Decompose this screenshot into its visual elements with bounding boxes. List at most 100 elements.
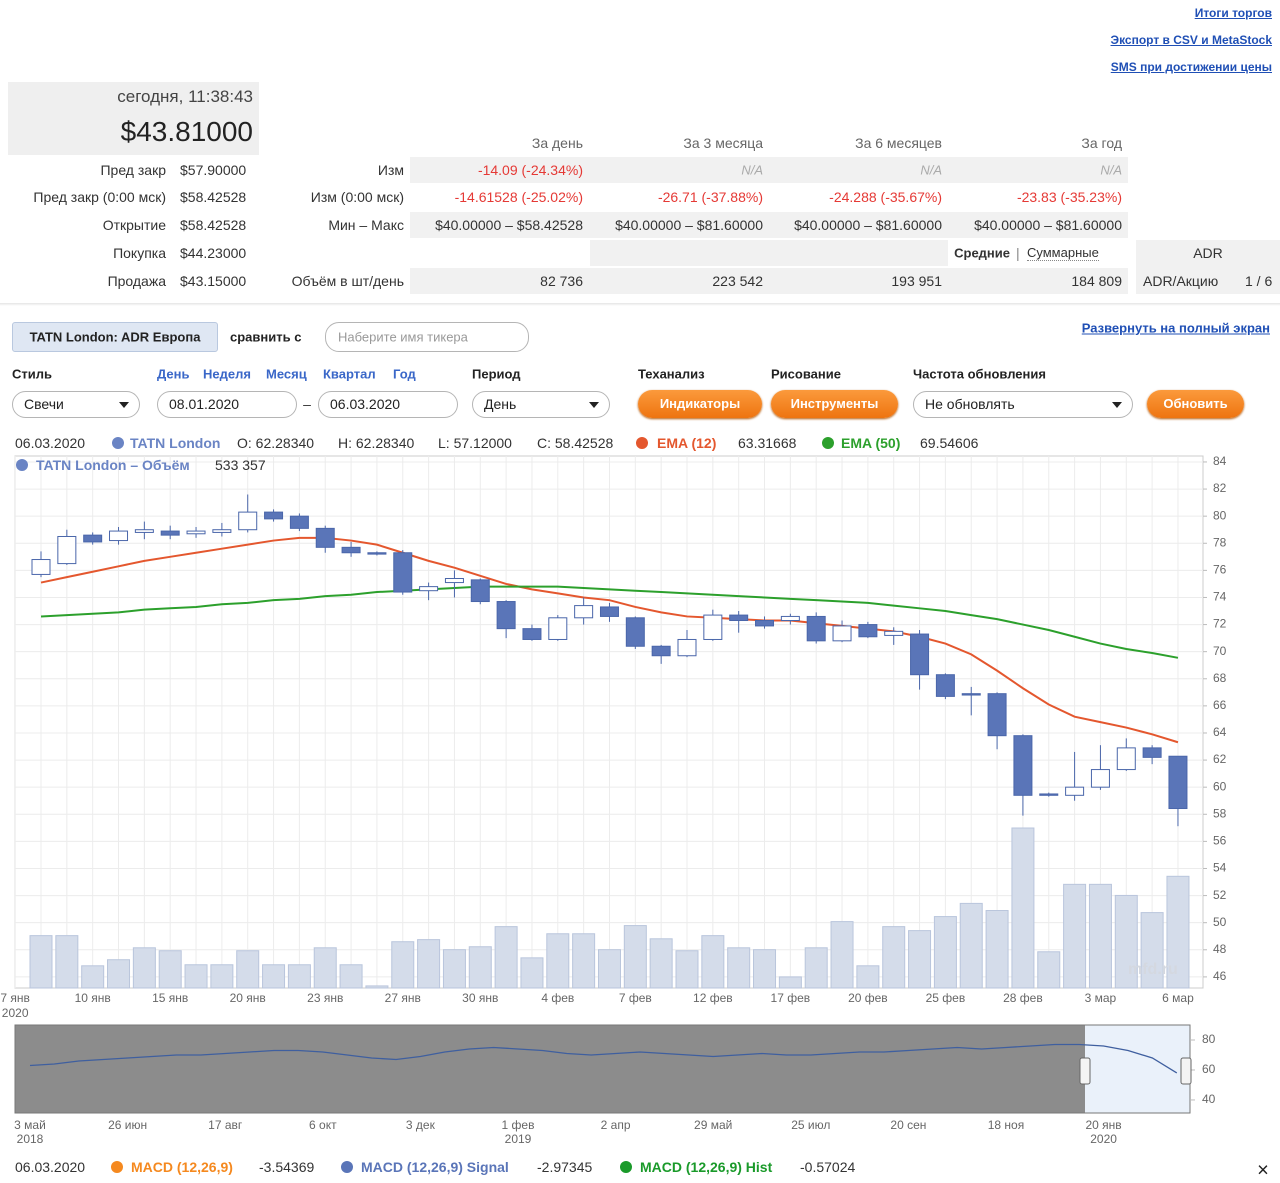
volume-bar bbox=[494, 926, 518, 989]
draw-label: Рисование bbox=[771, 366, 841, 382]
date-from[interactable] bbox=[157, 391, 297, 418]
candle-body bbox=[1039, 793, 1059, 796]
legend-date: 06.03.2020 bbox=[15, 435, 86, 451]
candle-body bbox=[444, 577, 464, 584]
legend-line-name: EMA (50) bbox=[841, 435, 901, 451]
price-value: $43.15000 bbox=[180, 273, 247, 289]
stats-cell: -23.83 (-35.23%) bbox=[1016, 189, 1122, 205]
candle-body bbox=[109, 530, 129, 542]
legend-line-name: EMA (12) bbox=[657, 435, 717, 451]
y-tick-label: 74 bbox=[1213, 590, 1227, 604]
candle-body bbox=[987, 693, 1007, 737]
legend-line-value: 69.54606 bbox=[920, 435, 979, 451]
volume-bar bbox=[1114, 894, 1138, 989]
volume-bar bbox=[55, 935, 79, 989]
macd-dot bbox=[620, 1161, 632, 1173]
y-tick-label: 40 bbox=[1202, 1092, 1216, 1106]
mode-averages[interactable]: Средние bbox=[954, 245, 1010, 261]
range-link[interactable]: Неделя bbox=[203, 366, 251, 382]
y-tick-label: 84 bbox=[1213, 454, 1227, 468]
candle-body bbox=[496, 601, 516, 630]
volume-bar bbox=[262, 964, 286, 989]
legend-ohlc: O: 62.28340 bbox=[237, 435, 315, 451]
refresh-select[interactable] bbox=[913, 391, 1133, 418]
x-tick-label: 3 мар bbox=[1085, 991, 1117, 1005]
top-link[interactable]: Экспорт в CSV и MetaStock bbox=[1110, 33, 1272, 47]
date-to[interactable] bbox=[318, 391, 458, 418]
candle-body bbox=[1090, 769, 1110, 788]
price-label: Пред закр bbox=[100, 162, 166, 178]
stats-cell: $40.00000 – $81.60000 bbox=[974, 217, 1122, 233]
volume-bar bbox=[365, 985, 389, 989]
range-link[interactable]: Квартал bbox=[323, 366, 376, 382]
volume-bar bbox=[107, 959, 131, 989]
range-link[interactable]: Месяц bbox=[266, 366, 307, 382]
compare-label: сравнить с bbox=[230, 329, 302, 345]
stats-label: Мин – Макс bbox=[328, 217, 404, 233]
ticker-box bbox=[12, 322, 218, 352]
price-value: $58.42528 bbox=[180, 189, 247, 205]
volume-bar bbox=[830, 921, 854, 989]
range-link[interactable]: Год bbox=[393, 366, 416, 382]
volume-bar bbox=[417, 939, 441, 989]
navigator-handle bbox=[1180, 1057, 1192, 1085]
macd-close[interactable]: × bbox=[1257, 1159, 1269, 1182]
fullscreen-link[interactable]: Развернуть на полный экран bbox=[1081, 320, 1270, 336]
stats-header: За год bbox=[1081, 135, 1122, 151]
style-select[interactable] bbox=[12, 391, 140, 418]
x-tick-year: 2019 bbox=[505, 1132, 532, 1146]
top-link[interactable]: Итоги торгов bbox=[1194, 6, 1272, 20]
macd-value: -2.97345 bbox=[537, 1159, 593, 1175]
navigator-bg bbox=[15, 1025, 1085, 1113]
compare-placeholder: Наберите имя тикера bbox=[338, 329, 468, 345]
volume-bar bbox=[778, 976, 802, 989]
x-tick-label: 15 янв bbox=[152, 991, 188, 1005]
volume-bar bbox=[81, 965, 105, 989]
x-tick-label: 4 фев bbox=[541, 991, 574, 1005]
x-tick-label: 17 фев bbox=[771, 991, 811, 1005]
candle-body bbox=[186, 530, 206, 535]
macd-value: -3.54369 bbox=[259, 1159, 315, 1175]
stats-cell: $40.00000 – $81.60000 bbox=[794, 217, 942, 233]
x-tick-label: 20 янв bbox=[1086, 1118, 1122, 1132]
x-tick-label: 29 май bbox=[694, 1118, 732, 1132]
date-from-text: 08.01.2020 bbox=[169, 396, 240, 412]
stats-cell: N/A bbox=[741, 162, 763, 178]
stats-cell: N/A bbox=[920, 162, 942, 178]
mode-separator: | bbox=[1016, 245, 1020, 261]
ticker-label: TATN London: ADR Европа bbox=[29, 329, 201, 345]
candle-body bbox=[419, 586, 439, 592]
period-select[interactable] bbox=[472, 391, 610, 418]
volume-bar bbox=[804, 947, 828, 989]
candle-body bbox=[832, 625, 852, 642]
stats-cell: -24.288 (-35.67%) bbox=[829, 189, 942, 205]
y-tick-label: 82 bbox=[1213, 481, 1227, 495]
y-tick-label: 60 bbox=[1202, 1062, 1216, 1076]
tools-button[interactable]: Инструменты bbox=[771, 390, 898, 418]
volume-bar bbox=[158, 950, 182, 989]
y-tick-label: 80 bbox=[1202, 1032, 1216, 1046]
row-bg bbox=[410, 212, 1128, 238]
y-tick-label: 56 bbox=[1213, 834, 1227, 848]
price-label: Открытие bbox=[102, 217, 166, 233]
top-link[interactable]: SMS при достижении цены bbox=[1110, 60, 1272, 74]
candle-body bbox=[160, 530, 180, 536]
compare-input[interactable] bbox=[325, 322, 529, 352]
y-tick-label: 72 bbox=[1213, 617, 1227, 631]
refresh-label: Частота обновления bbox=[913, 366, 1046, 382]
y-tick-label: 70 bbox=[1213, 644, 1227, 658]
x-tick-label: 17 авг bbox=[208, 1118, 243, 1132]
quote-time: сегодня, 11:38:43 bbox=[117, 87, 253, 106]
y-tick-label: 50 bbox=[1213, 915, 1227, 929]
candle-body bbox=[470, 579, 490, 603]
range-link[interactable]: День bbox=[157, 366, 190, 382]
refresh-button[interactable]: Обновить bbox=[1147, 390, 1244, 418]
mode-totals[interactable]: Суммарные bbox=[1027, 245, 1099, 261]
stats-cell: -26.71 (-37.88%) bbox=[657, 189, 763, 205]
indicators-button[interactable]: Индикаторы bbox=[638, 390, 762, 418]
volume-bar bbox=[985, 910, 1009, 989]
volume-bar bbox=[1063, 883, 1087, 989]
y-tick-label: 52 bbox=[1213, 888, 1227, 902]
candle-body bbox=[755, 620, 775, 627]
